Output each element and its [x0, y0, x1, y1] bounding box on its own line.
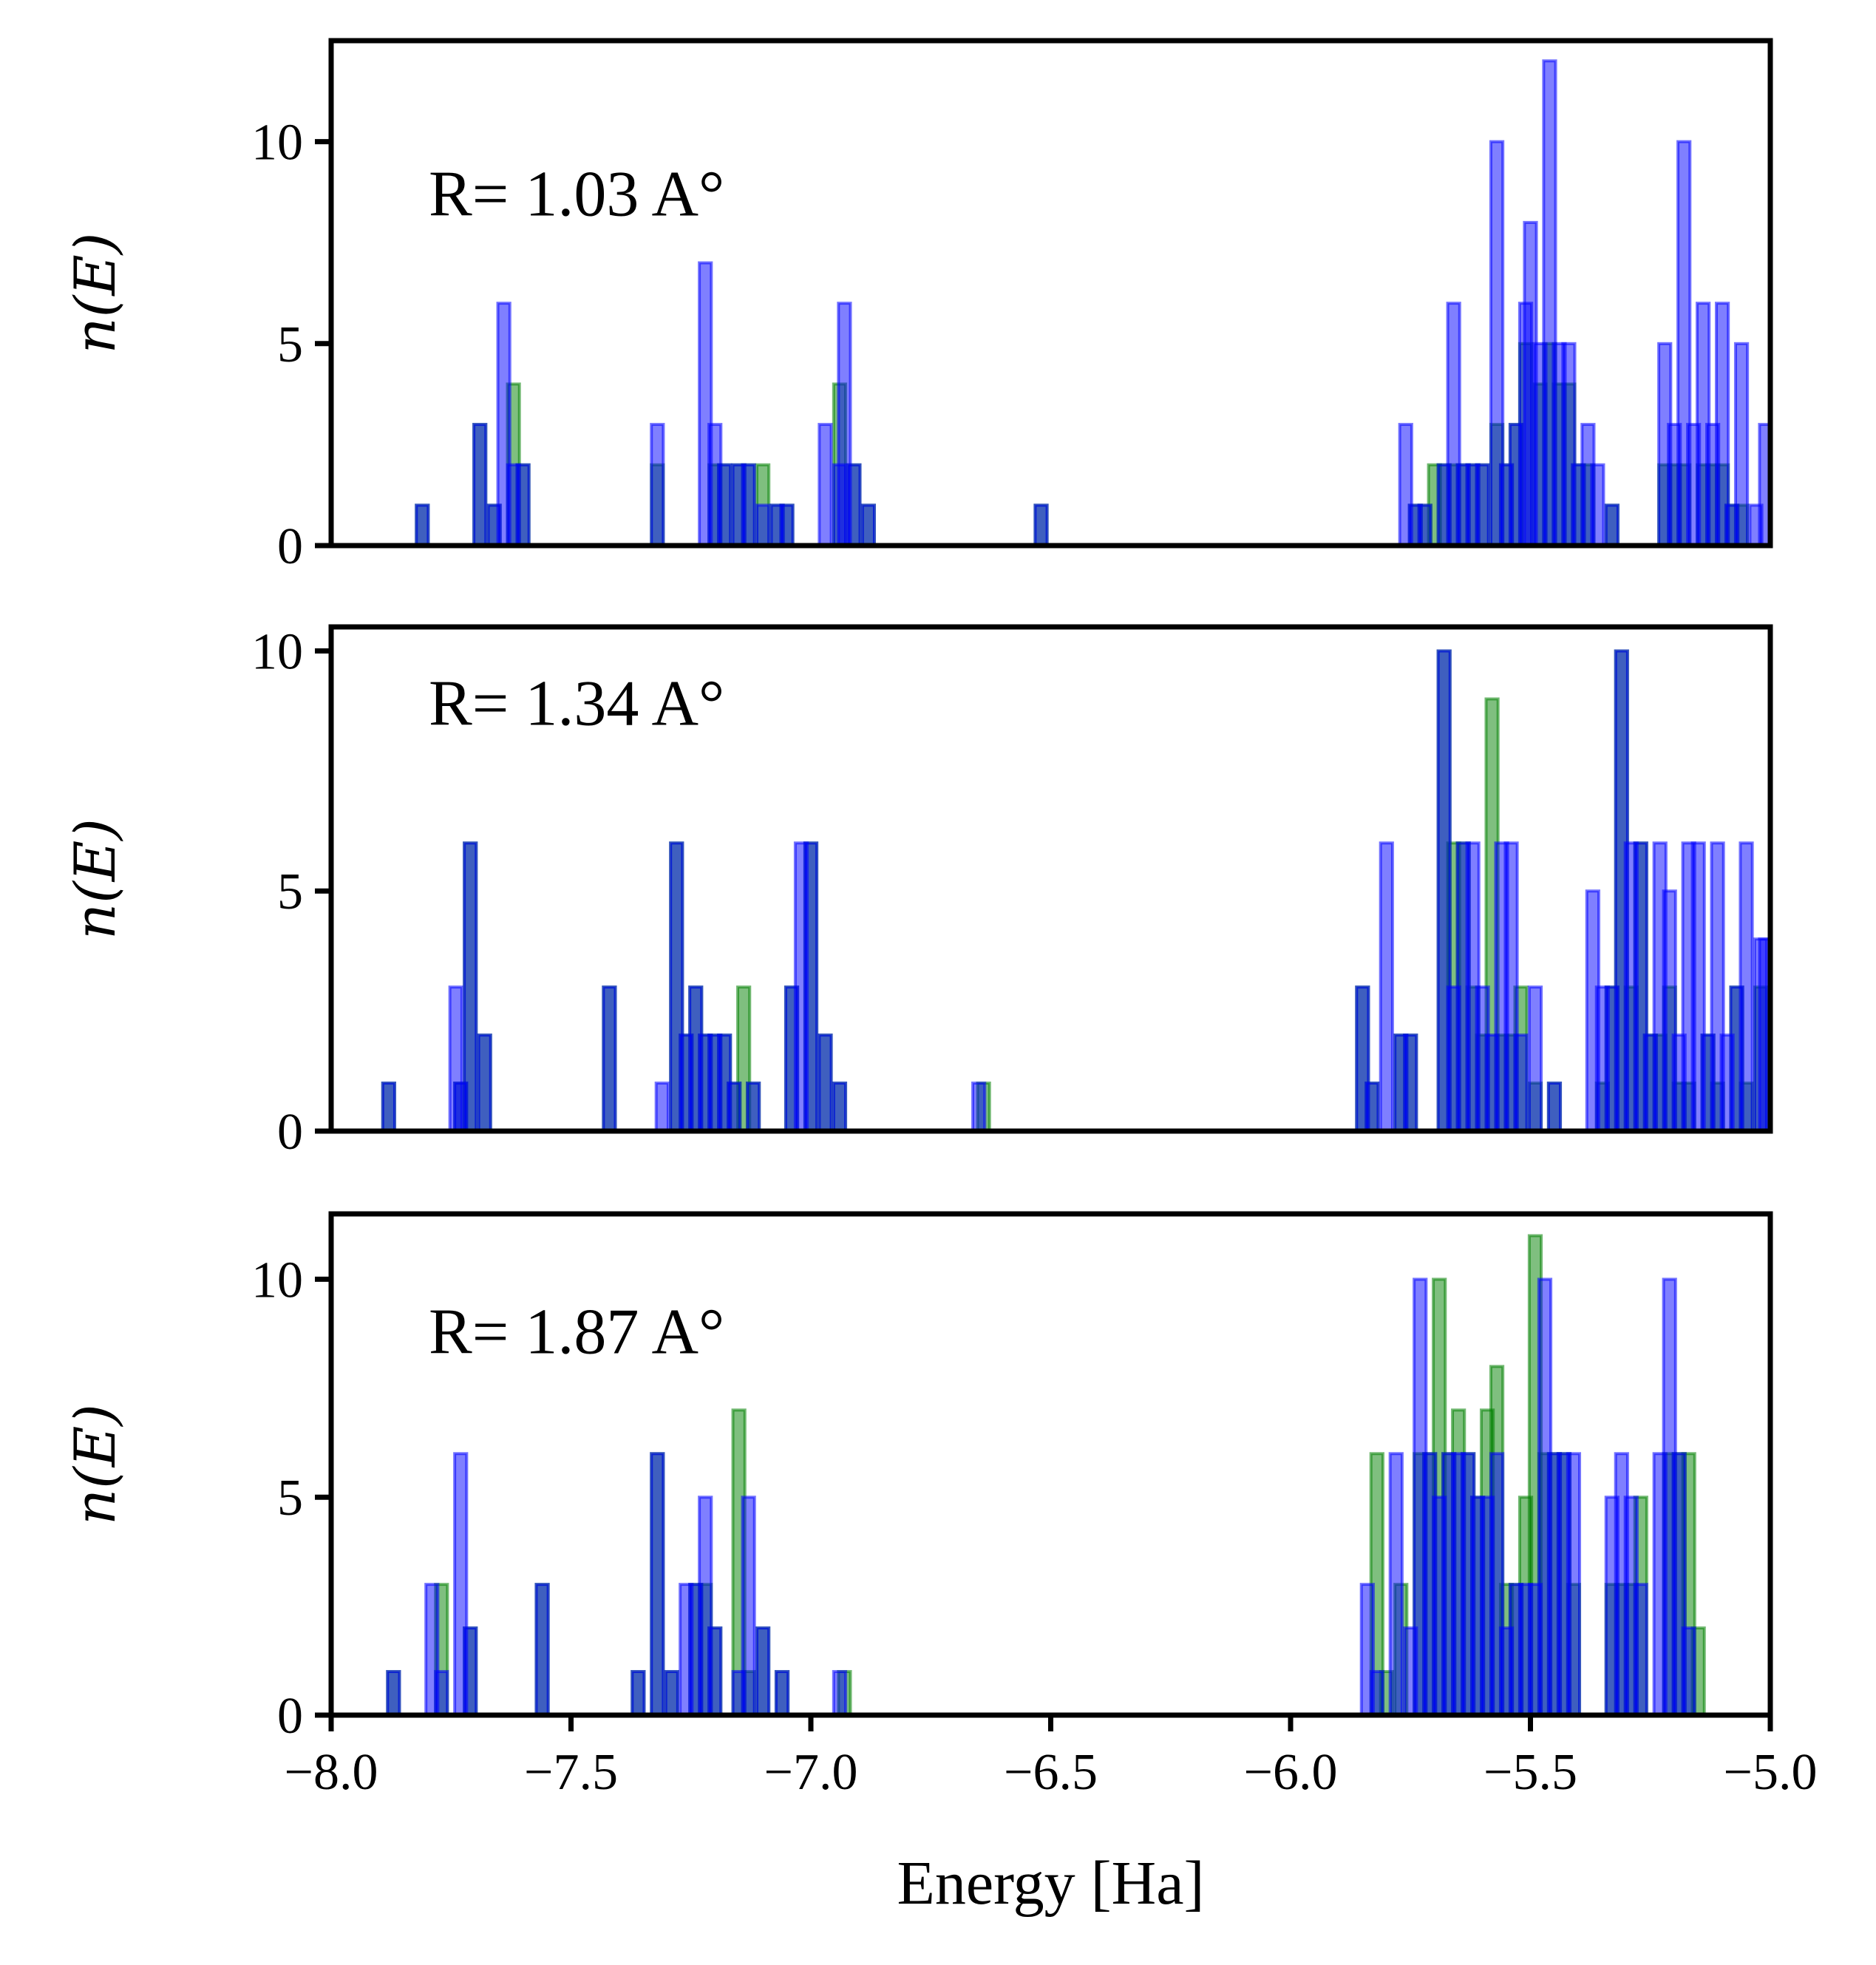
bar [650, 1452, 665, 1715]
y-tick-label: 5 [277, 1470, 303, 1527]
bars-group [381, 649, 1770, 1131]
bars-group [415, 59, 1770, 546]
x-tick-label: −7.0 [764, 1744, 858, 1801]
bars-group [386, 1234, 1706, 1715]
bar [463, 1626, 478, 1715]
bar [1388, 1452, 1404, 1715]
bar [1475, 463, 1490, 546]
bar [741, 1496, 756, 1715]
bar [1714, 302, 1730, 546]
bar [1033, 503, 1049, 546]
bar [1513, 1034, 1529, 1131]
bar [477, 1034, 492, 1131]
bar [1364, 1082, 1380, 1131]
bar [1604, 503, 1620, 546]
y-tick-label: 10 [251, 623, 303, 680]
bar [1633, 1583, 1648, 1715]
x-tick-label: −8.0 [285, 1744, 378, 1801]
bar [472, 423, 488, 546]
bar [755, 1626, 771, 1715]
plot-frame [328, 38, 1773, 549]
r-annotation: R= 1.03 A° [429, 159, 724, 231]
bar [1379, 841, 1394, 1131]
bar [1527, 985, 1543, 1131]
plot-frame [328, 624, 1773, 1134]
bar [1590, 463, 1605, 546]
bar [832, 1082, 848, 1131]
x-tick-label: −5.0 [1724, 1744, 1818, 1801]
y-tick-label: 0 [277, 518, 303, 575]
bar [434, 1670, 449, 1715]
y-tick-label: 5 [277, 863, 303, 920]
x-tick-label: −6.0 [1244, 1744, 1338, 1801]
x-tick-label: −7.5 [524, 1744, 618, 1801]
histogram-panel-3: 0 5 10 n(E) R= 1.87 A° −8.0 −7.5 −7.0 −6.5 −6.0 −5… [62, 1211, 1818, 1918]
bar [1758, 423, 1770, 546]
bar [1417, 503, 1433, 546]
bar [1489, 140, 1505, 546]
bar [971, 1082, 987, 1131]
bar [746, 1082, 761, 1131]
histogram-panel-2: 0 5 10 n(E) R= 1.34 A° [62, 623, 1773, 1161]
bar [717, 463, 733, 546]
x-tick-label: −6.5 [1004, 1744, 1098, 1801]
bar [463, 841, 478, 1131]
bar [415, 503, 430, 546]
r-annotation: R= 1.87 A° [429, 1296, 724, 1368]
bar [1566, 1452, 1582, 1715]
bar [386, 1670, 401, 1715]
y-tick-label: 0 [277, 1104, 303, 1161]
y-tick-label: 10 [251, 1252, 303, 1309]
y-tick-label: 5 [277, 316, 303, 373]
bar [1546, 1082, 1563, 1131]
bar [832, 1670, 848, 1715]
bar [860, 503, 876, 546]
r-annotation: R= 1.34 A° [429, 668, 724, 739]
bar [774, 1670, 790, 1715]
histogram-panel-1: 0 5 10 n(E) R= 1.03 A° [62, 38, 1773, 575]
bar [515, 463, 531, 546]
y-axis-label: n(E) [62, 233, 128, 354]
bar [1739, 841, 1754, 1131]
bar [741, 463, 756, 546]
bar [664, 1670, 679, 1715]
bar [1681, 1626, 1696, 1715]
bar [727, 1082, 742, 1131]
bar [631, 1670, 646, 1715]
bar [654, 1082, 670, 1131]
y-tick-label: 0 [277, 1688, 303, 1745]
y-tick-label: 10 [251, 115, 303, 172]
x-axis-label: Energy [Ha] [897, 1849, 1205, 1918]
bar [755, 503, 771, 546]
y-axis-label: n(E) [62, 1404, 128, 1525]
bar [803, 841, 819, 1131]
bar [381, 1082, 396, 1131]
bar [818, 1034, 833, 1131]
bar [1403, 1034, 1418, 1131]
y-axis-label: n(E) [62, 818, 128, 940]
bar [534, 1583, 550, 1715]
bar [846, 463, 862, 546]
bar [602, 985, 617, 1131]
bar [779, 503, 795, 546]
x-tick-label: −5.5 [1484, 1744, 1577, 1801]
bar [707, 1626, 723, 1715]
bar [1733, 342, 1750, 546]
bar [650, 423, 665, 546]
bar [1369, 1670, 1384, 1715]
bar [818, 423, 833, 546]
